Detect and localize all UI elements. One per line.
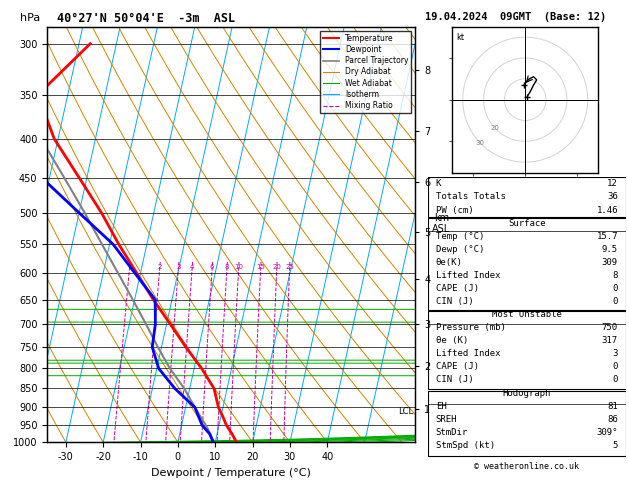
Text: 81: 81 xyxy=(607,401,618,411)
Text: Most Unstable: Most Unstable xyxy=(492,310,562,319)
Text: 3: 3 xyxy=(613,349,618,358)
Bar xyxy=(428,391,626,456)
Text: 0: 0 xyxy=(613,363,618,371)
Legend: Temperature, Dewpoint, Parcel Trajectory, Dry Adiabat, Wet Adiabat, Isotherm, Mi: Temperature, Dewpoint, Parcel Trajectory… xyxy=(320,31,411,113)
Text: Lifted Index: Lifted Index xyxy=(436,271,500,280)
Text: SREH: SREH xyxy=(436,415,457,424)
Bar xyxy=(428,311,626,389)
Text: EH: EH xyxy=(436,401,447,411)
Bar xyxy=(428,218,626,310)
Text: 2: 2 xyxy=(157,264,162,270)
Text: 86: 86 xyxy=(607,415,618,424)
Text: StmSpd (kt): StmSpd (kt) xyxy=(436,441,495,450)
Text: 9.5: 9.5 xyxy=(602,245,618,254)
Text: 25: 25 xyxy=(285,264,294,270)
Text: 0: 0 xyxy=(613,284,618,293)
Text: 40°27'N 50°04'E  -3m  ASL: 40°27'N 50°04'E -3m ASL xyxy=(57,12,235,25)
Text: 4: 4 xyxy=(190,264,194,270)
Text: 1: 1 xyxy=(127,264,131,270)
Text: 30: 30 xyxy=(476,139,485,146)
Text: 317: 317 xyxy=(602,336,618,345)
Text: 8: 8 xyxy=(225,264,229,270)
Text: 1.46: 1.46 xyxy=(596,206,618,214)
X-axis label: Dewpoint / Temperature (°C): Dewpoint / Temperature (°C) xyxy=(151,468,311,478)
Text: CIN (J): CIN (J) xyxy=(436,376,473,384)
Text: 309°: 309° xyxy=(596,428,618,437)
Text: Totals Totals: Totals Totals xyxy=(436,192,506,202)
Text: Lifted Index: Lifted Index xyxy=(436,349,500,358)
Y-axis label: km
ASL: km ASL xyxy=(432,213,450,235)
Text: 6: 6 xyxy=(210,264,214,270)
Text: 750: 750 xyxy=(602,323,618,332)
Text: θe (K): θe (K) xyxy=(436,336,468,345)
Text: Hodograph: Hodograph xyxy=(503,388,551,398)
Text: K: K xyxy=(436,179,441,189)
Y-axis label: hPa: hPa xyxy=(21,13,41,22)
Text: Dewp (°C): Dewp (°C) xyxy=(436,245,484,254)
Text: 12: 12 xyxy=(607,179,618,189)
Text: 36: 36 xyxy=(607,192,618,202)
Text: 15.7: 15.7 xyxy=(596,232,618,241)
Text: 19.04.2024  09GMT  (Base: 12): 19.04.2024 09GMT (Base: 12) xyxy=(425,12,606,22)
Text: Temp (°C): Temp (°C) xyxy=(436,232,484,241)
Text: 309: 309 xyxy=(602,258,618,267)
Bar xyxy=(428,177,626,217)
Text: PW (cm): PW (cm) xyxy=(436,206,473,214)
Text: StmDir: StmDir xyxy=(436,428,468,437)
Text: © weatheronline.co.uk: © weatheronline.co.uk xyxy=(474,462,579,471)
Text: 5: 5 xyxy=(613,441,618,450)
Text: Pressure (mb): Pressure (mb) xyxy=(436,323,506,332)
Text: LCL: LCL xyxy=(398,407,413,416)
Text: Surface: Surface xyxy=(508,219,545,227)
Text: CAPE (J): CAPE (J) xyxy=(436,363,479,371)
Text: 3: 3 xyxy=(176,264,181,270)
Text: 0: 0 xyxy=(613,297,618,306)
Text: 15: 15 xyxy=(256,264,265,270)
Text: θe(K): θe(K) xyxy=(436,258,462,267)
Text: CIN (J): CIN (J) xyxy=(436,297,473,306)
Text: kt: kt xyxy=(457,33,465,42)
Text: 8: 8 xyxy=(613,271,618,280)
Text: 20: 20 xyxy=(491,124,499,131)
Text: 0: 0 xyxy=(613,376,618,384)
Text: 10: 10 xyxy=(234,264,243,270)
Text: CAPE (J): CAPE (J) xyxy=(436,284,479,293)
Text: 20: 20 xyxy=(272,264,281,270)
